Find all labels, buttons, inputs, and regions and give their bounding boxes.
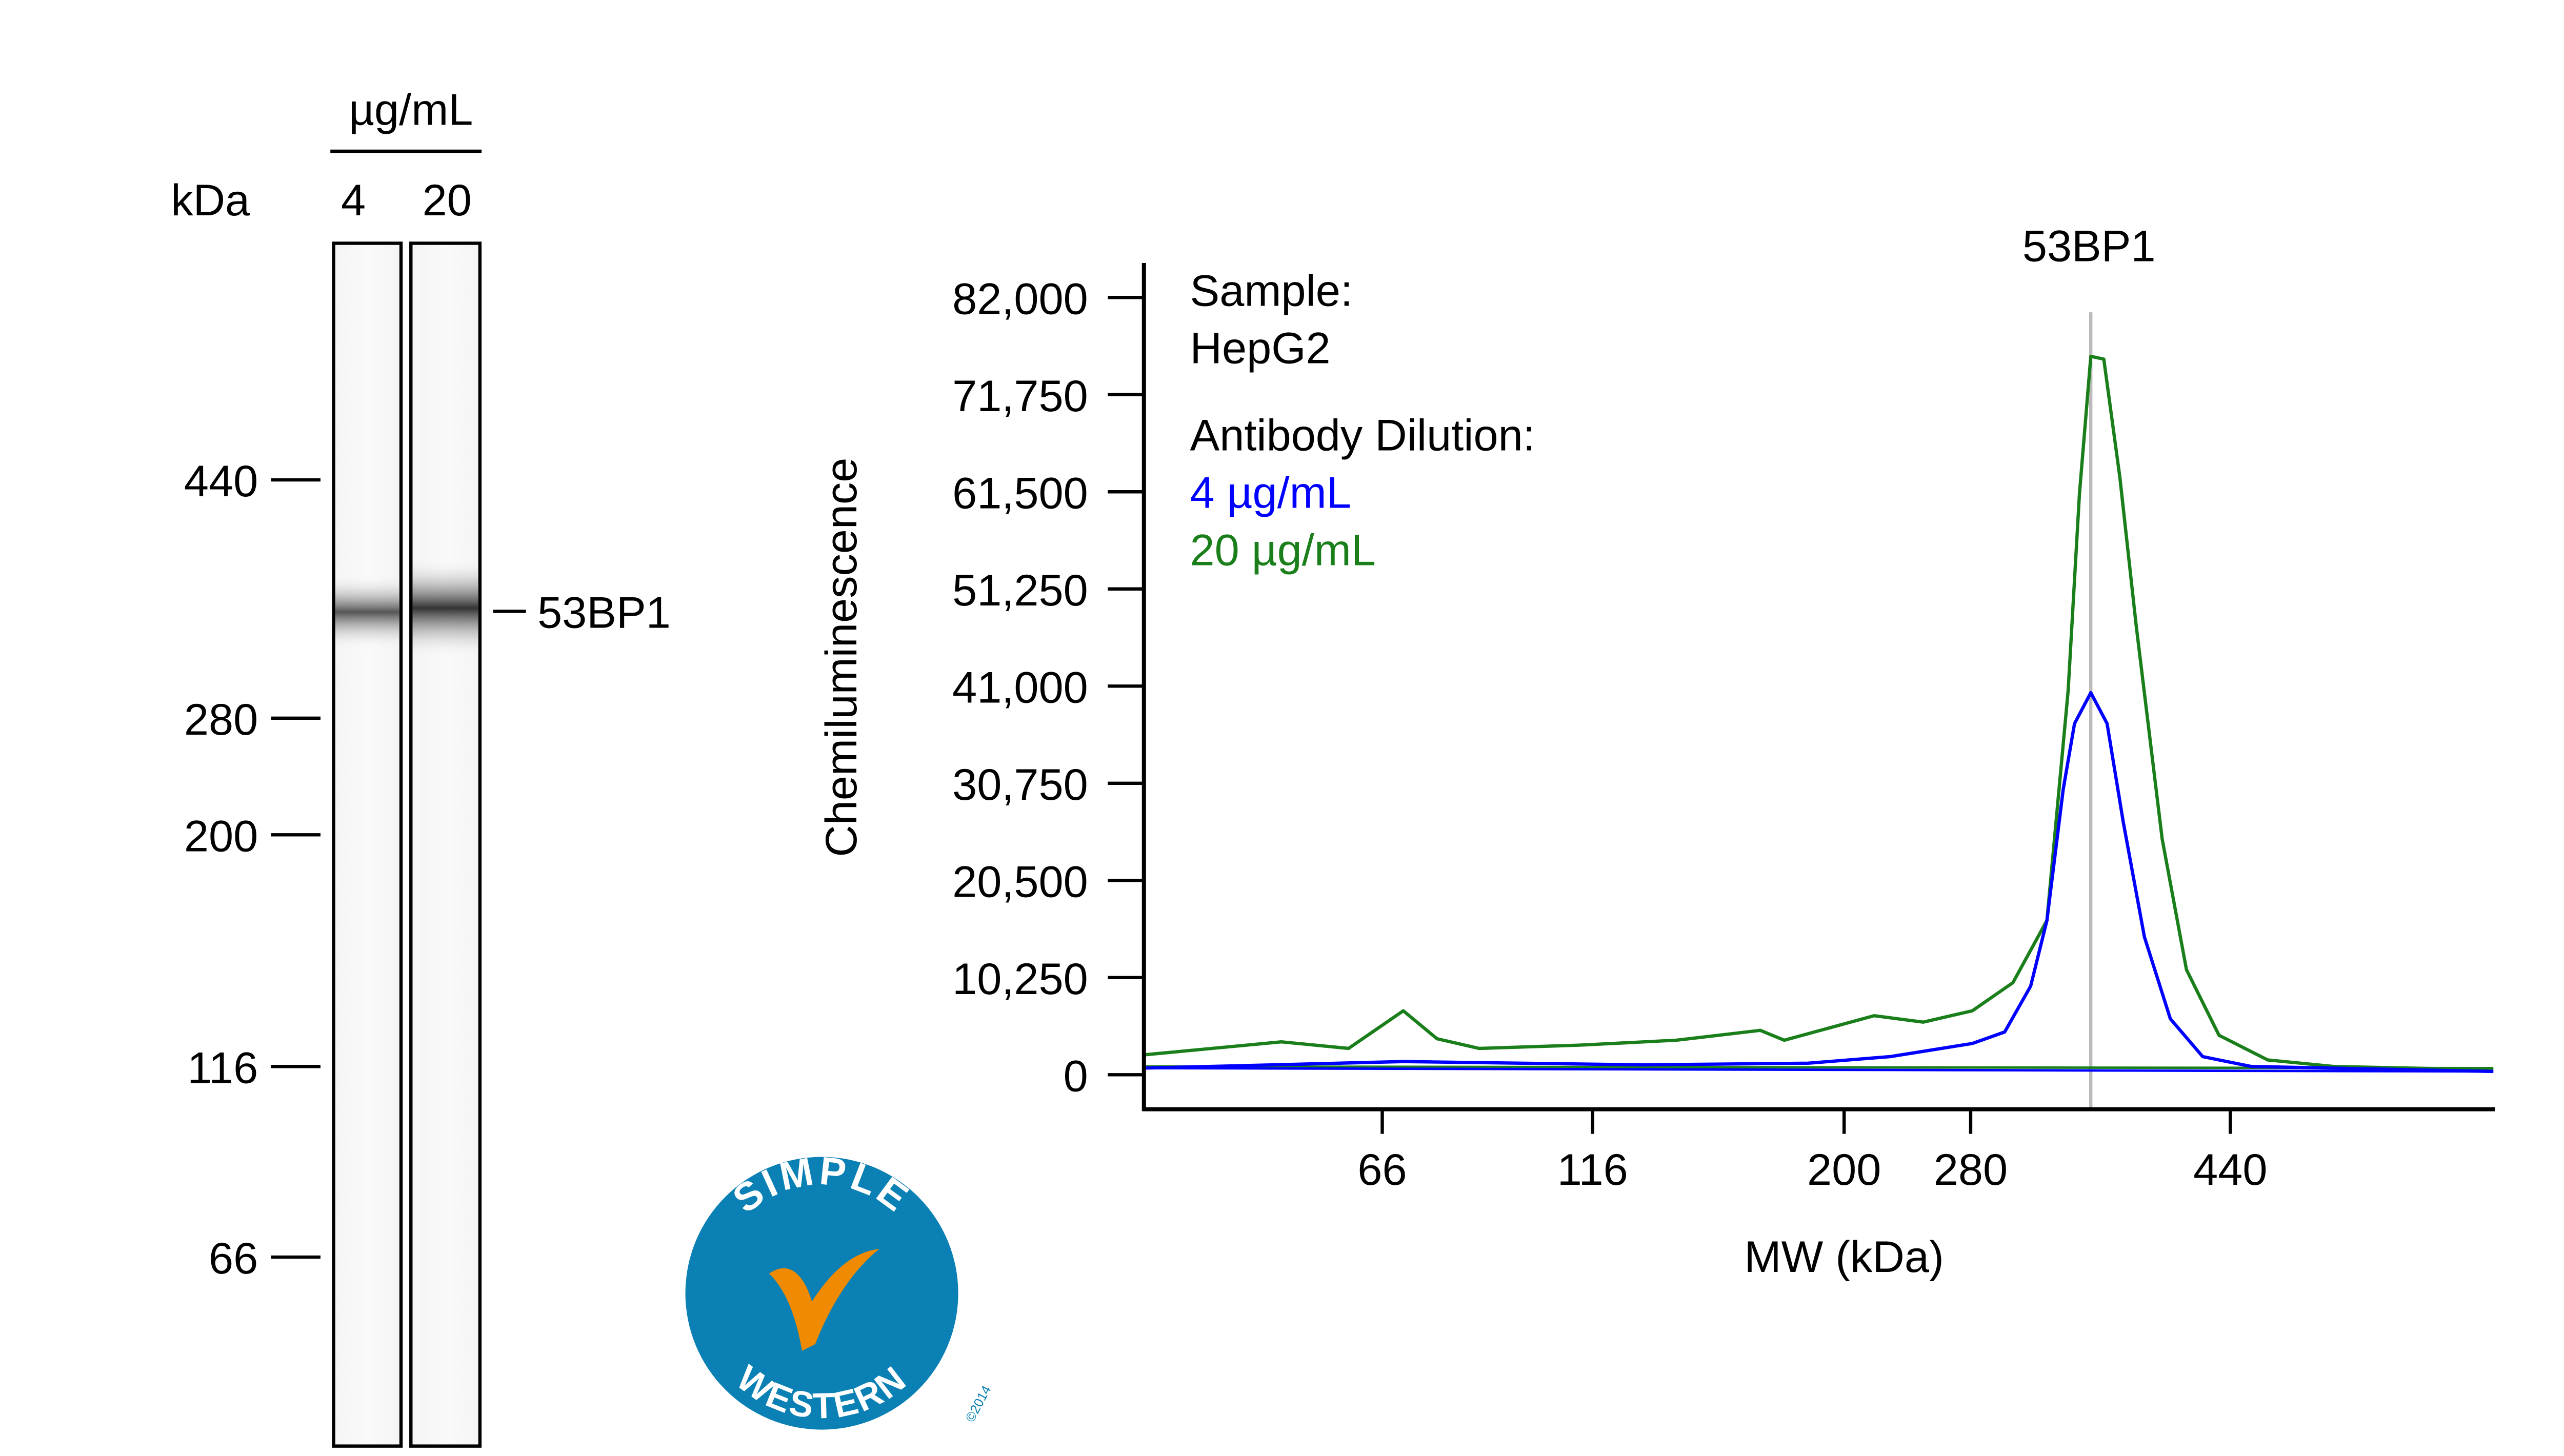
- y-tick-label: 71,750: [952, 372, 1088, 421]
- x-axis-label: MW (kDa): [1745, 1232, 1944, 1282]
- baseline-4: [1145, 1067, 2494, 1073]
- logo-copyright: ©2014: [963, 1383, 994, 1424]
- band-label: 53BP1: [537, 588, 671, 637]
- svg-text:280: 280: [184, 695, 258, 744]
- marker-200: 200: [184, 812, 320, 861]
- kda-label: kDa: [171, 176, 250, 225]
- lane-label-2: 20: [423, 176, 472, 225]
- lane-1: [332, 241, 403, 1448]
- chart-title: 53BP1: [2022, 222, 2156, 271]
- marker-440: 440: [184, 457, 320, 506]
- svg-text:66: 66: [209, 1234, 258, 1283]
- series-line-20-g-ml: [1142, 354, 2494, 1071]
- gel-panel: µg/mL kDa 4 20 440 280 200 116: [171, 86, 671, 1448]
- x-tick-label: 280: [1934, 1145, 2008, 1195]
- x-tick-label: 116: [1557, 1145, 1628, 1195]
- band-lane-2: [412, 558, 478, 658]
- units-label: µg/mL: [349, 86, 473, 135]
- checkmark-icon: [769, 1249, 879, 1351]
- y-tick-label: 61,500: [952, 469, 1088, 518]
- x-tick-label: 440: [2193, 1145, 2267, 1195]
- band-lane-1: [335, 575, 399, 650]
- simple-western-logo: SIMPLE WESTERN ©2014: [685, 1149, 994, 1430]
- marker-116: 116: [187, 1043, 320, 1093]
- svg-text:200: 200: [184, 812, 258, 861]
- y-axis-label: Chemiluminescence: [817, 458, 866, 857]
- series-line-4-g-ml: [1142, 691, 2494, 1074]
- legend-series-20: 20 µg/mL: [1190, 526, 1376, 575]
- svg-text:440: 440: [184, 457, 258, 506]
- y-tick-label: 82,000: [952, 274, 1088, 323]
- marker-280: 280: [184, 695, 320, 744]
- lane-label-1: 4: [341, 176, 366, 225]
- y-tick-label: 20,500: [952, 857, 1088, 906]
- y-tick-label: 41,000: [952, 663, 1088, 712]
- x-tick-label: 200: [1807, 1145, 1881, 1195]
- chart: 53BP1 Chemiluminescence MW (kDa) Sample:…: [817, 222, 2495, 1282]
- legend-dilution-label: Antibody Dilution:: [1190, 411, 1535, 460]
- marker-66: 66: [209, 1234, 320, 1283]
- y-tick-label: 0: [1064, 1051, 1088, 1101]
- y-tick-label: 30,750: [952, 760, 1088, 810]
- legend-sample-value: HepG2: [1190, 323, 1331, 373]
- legend-series-4: 4 µg/mL: [1190, 469, 1351, 518]
- y-tick-label: 10,250: [952, 955, 1088, 1004]
- lane-2: [409, 241, 482, 1448]
- x-tick-label: 66: [1357, 1145, 1407, 1195]
- svg-text:116: 116: [187, 1043, 258, 1093]
- y-tick-label: 51,250: [952, 566, 1088, 615]
- legend-sample-label: Sample:: [1190, 266, 1353, 315]
